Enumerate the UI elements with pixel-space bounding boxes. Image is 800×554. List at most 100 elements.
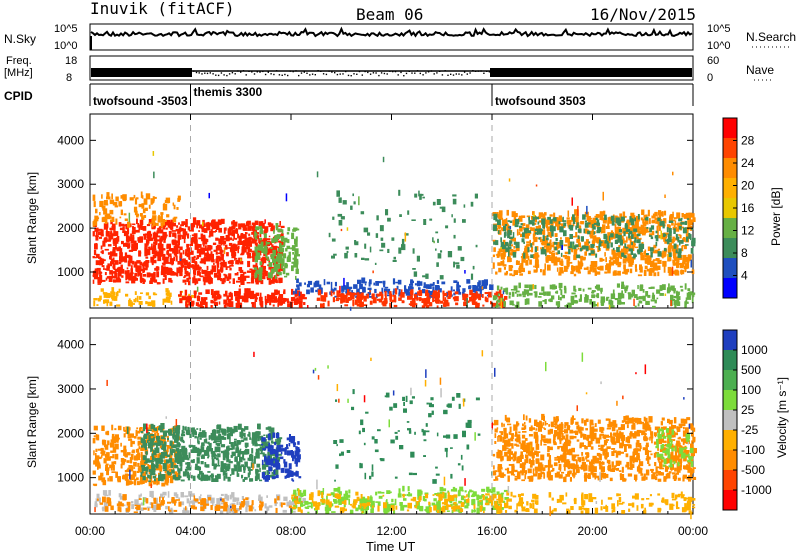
scatter-cell <box>155 465 159 469</box>
scatter-cell <box>264 226 269 232</box>
scatter-cell <box>437 289 440 295</box>
scatter-cell <box>567 302 572 308</box>
scatter-cell <box>239 277 243 283</box>
scatter-cell <box>559 223 564 226</box>
scatter-cell <box>563 230 567 237</box>
scatter-cell <box>275 450 279 457</box>
scatter-cell <box>649 235 652 237</box>
scatter-cell <box>411 298 415 305</box>
scatter-cell <box>182 433 186 437</box>
scatter-cell <box>538 212 544 217</box>
nave-point <box>215 74 217 76</box>
scatter-cell <box>680 270 682 274</box>
scatter-cell <box>505 287 509 294</box>
scatter-cell <box>566 217 570 220</box>
scatter-cell <box>123 213 127 216</box>
scatter-cell <box>598 242 602 247</box>
scatter-cell <box>163 469 167 472</box>
scatter-cell <box>130 233 133 239</box>
scatter-cell <box>572 244 574 250</box>
scatter-cell <box>254 443 258 447</box>
scatter-cell <box>555 221 558 227</box>
scatter-cell <box>259 249 262 253</box>
scatter-cell <box>678 226 682 230</box>
scatter-cell <box>215 290 220 295</box>
scatter-cell <box>99 212 101 216</box>
scatter-cell <box>179 290 182 296</box>
scatter-cell <box>626 268 630 273</box>
scatter-cell <box>627 253 630 258</box>
scatter-cell <box>160 447 165 450</box>
scatter-cell <box>292 257 296 260</box>
scatter-cell <box>114 248 118 250</box>
scatter-cell <box>546 256 549 263</box>
scatter-cell <box>178 238 180 245</box>
scatter-cell <box>151 472 156 476</box>
scatter-cell <box>236 291 241 297</box>
scatter-cell <box>475 304 480 308</box>
scatter-cell <box>498 210 503 216</box>
scatter-cell <box>522 232 525 238</box>
scatter-cell <box>315 509 318 514</box>
scatter-cell <box>526 244 530 247</box>
scatter-cell <box>176 248 179 255</box>
scatter-cell <box>167 446 169 453</box>
scatter-cell <box>596 293 600 299</box>
scatter-cell <box>191 460 194 464</box>
scatter-cell <box>103 208 108 215</box>
scatter-cell <box>220 261 225 267</box>
scatter-cell <box>592 301 596 307</box>
scatter-cell <box>559 240 564 247</box>
scatter-cell <box>192 475 196 481</box>
scatter-cell <box>102 496 106 503</box>
scatter-cell <box>435 297 440 303</box>
scatter-cell <box>633 298 635 306</box>
scatter-cell <box>149 274 153 277</box>
scatter-cell <box>128 274 133 281</box>
scatter-cell <box>617 301 622 305</box>
scatter-cell <box>93 300 96 307</box>
scatter-cell <box>182 279 187 283</box>
scatter-cell <box>121 275 124 278</box>
scatter-cell <box>232 229 237 234</box>
scatter-cell <box>127 244 131 249</box>
scatter-cell <box>683 214 688 219</box>
scatter-cell <box>128 249 134 252</box>
scatter-cell <box>204 252 206 260</box>
scatter-cell <box>192 493 195 497</box>
scatter-cell <box>235 257 238 260</box>
scatter-cell <box>133 243 138 250</box>
scatter-cell <box>549 252 553 254</box>
scatter-cell <box>560 237 562 240</box>
scatter-cell <box>94 503 98 508</box>
scatter-cell <box>391 237 395 241</box>
scatter-cell <box>676 301 681 306</box>
scatter-cell <box>273 458 277 461</box>
scatter-cell <box>205 240 208 243</box>
scatter-cell <box>621 290 623 297</box>
scatter-cell <box>171 497 175 503</box>
scatter-cell <box>394 296 397 303</box>
scatter-cell <box>407 486 410 492</box>
nave-point <box>491 71 493 74</box>
scatter-cell <box>279 242 282 248</box>
scatter-cell <box>598 266 602 270</box>
scatter-cell <box>589 232 592 237</box>
scatter-cell <box>247 472 250 478</box>
scatter-cell <box>447 296 451 299</box>
scatter-cell <box>561 258 563 264</box>
scatter-cell <box>607 238 611 244</box>
scatter-cell <box>678 218 682 222</box>
scatter-cell <box>292 479 295 482</box>
scatter-cell <box>536 230 539 235</box>
scatter-cell <box>271 472 274 475</box>
scatter-cell <box>503 288 507 293</box>
scatter-cell <box>218 252 222 255</box>
scatter-cell <box>643 269 647 276</box>
scatter-cell <box>507 246 512 250</box>
scatter-cell <box>437 500 441 505</box>
scatter-cell <box>226 276 229 281</box>
scatter-cell <box>639 266 643 273</box>
scatter-cell <box>423 219 427 225</box>
scatter-cell <box>546 227 550 231</box>
